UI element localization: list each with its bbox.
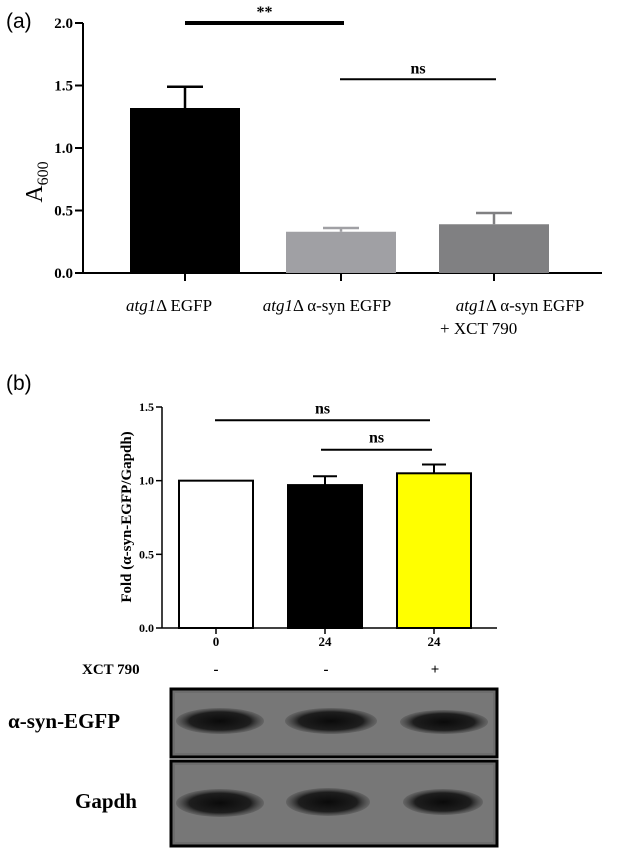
blot-label-gapdh: Gapdh bbox=[75, 789, 137, 813]
western-blot: α-syn-EGFP Gapdh bbox=[8, 687, 499, 848]
category-strain-suffix: Δ α-syn EGFP bbox=[293, 296, 391, 315]
treatment-row-label: XCT 790 bbox=[82, 662, 140, 678]
panel-a-label: (a) bbox=[6, 10, 32, 33]
significance-label: ns bbox=[369, 430, 384, 447]
category-gene-name: atg1 bbox=[263, 296, 293, 315]
panel-b-y-axis-title: Fold (α-syn-EGFP/Gapdh) bbox=[119, 431, 135, 602]
bar bbox=[130, 108, 240, 273]
category-label: atg1Δ α-syn EGFP bbox=[456, 296, 584, 315]
y-tick-label: 1.0 bbox=[54, 141, 73, 157]
category-strain-suffix: Δ α-syn EGFP bbox=[486, 296, 584, 315]
category-label: 24 bbox=[428, 634, 442, 649]
panel-b-bars bbox=[178, 463, 472, 634]
significance-label: ns bbox=[410, 60, 425, 77]
panel-a-significance: ** ns bbox=[185, 4, 496, 81]
blot-band-gapdh-2 bbox=[286, 788, 370, 816]
significance-label: ns bbox=[315, 400, 330, 417]
y-axis-title-main: A bbox=[22, 185, 48, 203]
panel-b: (b) Fold (α-syn-EGFP/Gapdh) 0.0 0.5 1.0 1.5… bbox=[6, 372, 499, 848]
y-tick-label: 1.0 bbox=[139, 474, 154, 488]
blot-band-asyn-1 bbox=[176, 708, 264, 734]
y-tick-label: 1.5 bbox=[54, 79, 73, 95]
panel-b-significance: ns ns bbox=[215, 400, 432, 451]
category-gene-name: atg1 bbox=[126, 296, 156, 315]
panel-b-y-ticks: 0.0 0.5 1.0 1.5 bbox=[139, 400, 162, 635]
category-gene-name: atg1 bbox=[456, 296, 486, 315]
y-axis-title-sub: 600 bbox=[35, 161, 52, 185]
bar bbox=[396, 472, 472, 629]
category-label: atg1Δ α-syn EGFP bbox=[263, 296, 391, 315]
bar bbox=[439, 224, 549, 273]
panel-a-y-ticks: 0.0 0.5 1.0 1.5 2.0 bbox=[54, 16, 83, 282]
blot-label-asyn: α-syn-EGFP bbox=[8, 709, 120, 733]
y-tick-label: 1.5 bbox=[139, 400, 154, 414]
y-tick-label: 2.0 bbox=[54, 16, 73, 32]
treatment-sign-1: - bbox=[214, 662, 219, 678]
panel-b-label: (b) bbox=[6, 372, 32, 395]
category-label: 0 bbox=[213, 634, 220, 649]
blot-band-gapdh-1 bbox=[176, 789, 264, 817]
category-label: 24 bbox=[319, 634, 333, 649]
y-tick-label: 0.5 bbox=[54, 204, 73, 220]
bar bbox=[286, 231, 396, 273]
treatment-sign-2: - bbox=[324, 662, 329, 678]
bar bbox=[287, 484, 363, 629]
panel-a-category-labels: atg1Δ EGFP atg1Δ α-syn EGFP atg1Δ α-syn EG… bbox=[126, 296, 584, 338]
significance-label: ** bbox=[257, 4, 273, 21]
blot-band-asyn-2 bbox=[285, 708, 377, 734]
panel-a: (a) A600 0.00.51.01.52.0 **ns atg1Δ EGFP… bbox=[6, 4, 602, 338]
category-label-line2: + XCT 790 bbox=[440, 319, 517, 338]
panel-a-y-axis-title: A600 bbox=[22, 161, 52, 202]
svg-text:A600: A600 bbox=[22, 161, 52, 202]
panel-a-bars bbox=[130, 85, 549, 281]
y-tick-label: 0.0 bbox=[139, 621, 154, 635]
blot-band-asyn-3 bbox=[400, 710, 488, 734]
category-label: atg1Δ EGFP bbox=[126, 296, 212, 315]
y-tick-label: 0.5 bbox=[139, 547, 154, 561]
category-strain-suffix: Δ EGFP bbox=[156, 296, 212, 315]
panel-b-category-labels: 0 24 24 bbox=[213, 634, 441, 649]
bar bbox=[178, 479, 254, 629]
treatment-sign-3: + bbox=[431, 662, 440, 678]
blot-band-gapdh-3 bbox=[403, 789, 483, 815]
y-tick-label: 0.0 bbox=[54, 266, 73, 282]
